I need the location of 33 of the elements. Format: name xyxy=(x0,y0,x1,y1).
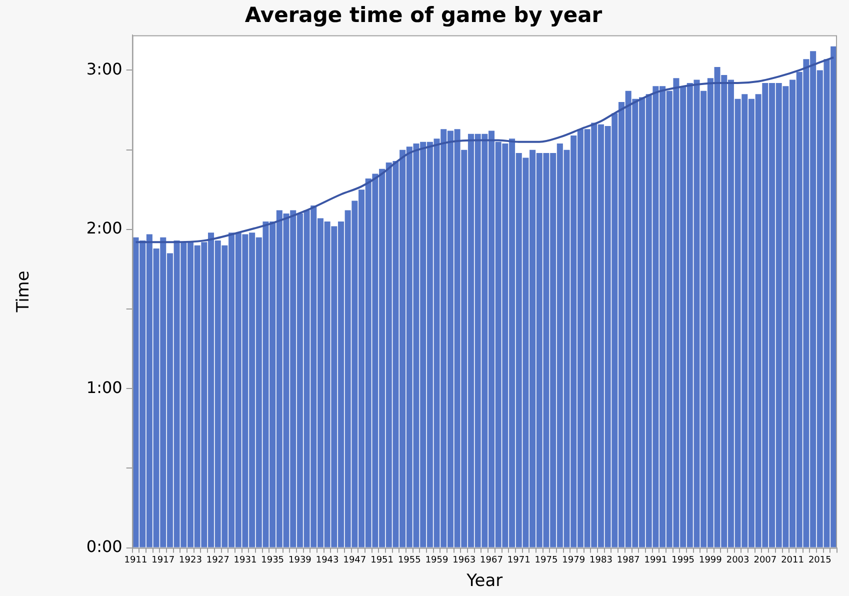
x-tick-label: 1983 xyxy=(590,556,612,566)
x-tick-label: 1999 xyxy=(698,556,722,566)
y-tick-label: 2:00 xyxy=(86,218,122,238)
x-tick-label: 1943 xyxy=(316,556,339,566)
x-tick-label: 1951 xyxy=(370,556,394,566)
x-tick-label: 1959 xyxy=(425,556,448,566)
x-tick-label: 1927 xyxy=(206,556,230,566)
x-tick-label: 1995 xyxy=(672,556,695,566)
x-tick-label: 2003 xyxy=(726,556,750,566)
x-tick-label: 1975 xyxy=(534,556,558,566)
x-tick-label: 1979 xyxy=(562,556,586,566)
x-tick-label: 1931 xyxy=(234,556,257,566)
x-tick-label: 2011 xyxy=(781,556,804,566)
x-tick-label: 1967 xyxy=(480,556,503,566)
x-tick-label: 1911 xyxy=(124,556,148,566)
x-tick-label: 1987 xyxy=(616,556,640,566)
x-tick-label: 1935 xyxy=(261,556,284,566)
x-tick-label: 1917 xyxy=(152,556,175,566)
x-tick-label: 1939 xyxy=(288,556,312,566)
y-tick-label: 1:00 xyxy=(86,378,122,397)
x-tick-label: 1923 xyxy=(179,556,202,566)
x-tick-label: 2015 xyxy=(808,556,832,566)
y-tick-label: 3:00 xyxy=(86,59,122,78)
y-axis-title: Time xyxy=(14,270,34,314)
x-axis-title: Year xyxy=(466,571,503,592)
x-tick-label: 1971 xyxy=(507,556,530,566)
x-tick-label: 1955 xyxy=(398,556,421,566)
chart-title: Average time of game by year xyxy=(244,3,603,28)
y-tick-label: 0:00 xyxy=(86,536,122,556)
x-tick-label: 2007 xyxy=(754,556,777,566)
x-tick-label: 1963 xyxy=(452,556,476,566)
x-tick-label: 1991 xyxy=(644,556,668,566)
x-tick-label: 1947 xyxy=(343,556,366,566)
